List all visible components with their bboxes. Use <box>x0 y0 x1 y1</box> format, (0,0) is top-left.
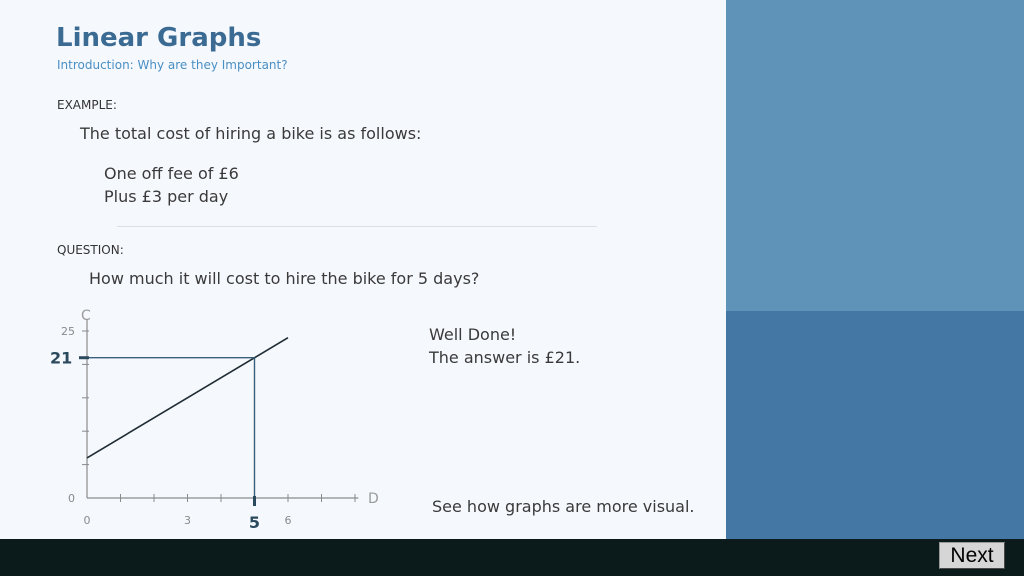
side-panel-bottom <box>726 311 1024 539</box>
x-tick-label-3: 3 <box>184 514 191 527</box>
x-highlight-label: 5 <box>249 513 260 532</box>
question-label: QUESTION: <box>57 243 124 257</box>
example-line-daily: Plus £3 per day <box>104 187 229 206</box>
y-tick-label-0: 0 <box>68 492 75 505</box>
navigation-bar <box>0 539 1024 576</box>
page-title: Linear Graphs <box>56 23 262 53</box>
y-axis-label: C <box>81 308 91 324</box>
main-content-panel: Linear Graphs Introduction: Why are they… <box>50 23 695 532</box>
x-axis-label: D <box>368 491 379 507</box>
y-highlight-label: 21 <box>50 349 72 368</box>
x-tick-label-6: 6 <box>285 514 292 527</box>
page-subtitle: Introduction: Why are they Important? <box>57 58 288 72</box>
cost-line <box>86 336 289 459</box>
x-tick-label-0: 0 <box>84 514 91 527</box>
example-intro: The total cost of hiring a bike is as fo… <box>80 124 422 143</box>
section-divider <box>117 226 597 227</box>
cost-graph: D C 0 3 6 0 25 21 5 <box>50 308 379 532</box>
feedback-note: See how graphs are more visual. <box>432 497 695 516</box>
y-tick-label-25: 25 <box>61 325 75 338</box>
example-line-fee: One off fee of £6 <box>104 164 239 183</box>
next-button[interactable]: Next <box>939 542 1005 569</box>
question-text: How much it will cost to hire the bike f… <box>89 269 480 288</box>
feedback-well-done: Well Done! <box>429 325 517 344</box>
feedback-answer: The answer is £21. <box>429 348 581 367</box>
example-label: EXAMPLE: <box>57 98 117 112</box>
feedback-box: Well Done! The answer is £21. <box>429 323 580 369</box>
graph-layer: D C 0 3 6 0 25 21 5 <box>50 308 379 532</box>
side-panel-top <box>726 0 1024 311</box>
